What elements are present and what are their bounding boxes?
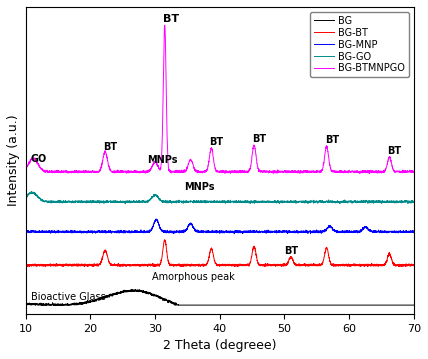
BG-GO [29, 190, 34, 194]
BG-BT [404, 263, 409, 267]
Text: BT: BT [387, 146, 401, 156]
BG-MNP [154, 217, 159, 221]
Text: BT: BT [163, 14, 179, 24]
BG-BTMNPGO [362, 169, 367, 173]
Text: BT: BT [285, 246, 299, 256]
BG-GO [23, 195, 28, 199]
BG [33, 303, 38, 307]
BG-MNP [411, 229, 416, 233]
BG-MNP [308, 232, 313, 236]
BG-GO [362, 199, 367, 204]
BG-GO [404, 199, 409, 204]
Line: BG-BTMNPGO: BG-BTMNPGO [26, 25, 414, 173]
BG-BT [178, 265, 183, 269]
BG [189, 303, 194, 307]
BG-MNP [189, 221, 194, 225]
BG-BTMNPGO [411, 170, 416, 174]
BG-MNP [23, 230, 28, 234]
Legend: BG, BG-BT, BG-MNP, BG-GO, BG-BTMNPGO: BG, BG-BT, BG-MNP, BG-GO, BG-BTMNPGO [310, 12, 409, 77]
BG-GO [90, 199, 95, 203]
BG-MNP [90, 230, 95, 234]
Line: BG: BG [26, 289, 414, 305]
BG-BTMNPGO [162, 23, 167, 27]
BG-BTMNPGO [357, 171, 363, 176]
BG-GO [172, 200, 177, 204]
Text: MNPs: MNPs [184, 182, 214, 192]
BG [133, 287, 138, 292]
BG-MNP [67, 230, 72, 234]
Text: MNPs: MNPs [147, 155, 178, 165]
Text: BT: BT [252, 134, 266, 144]
BG-MNP [362, 224, 367, 229]
BG [23, 301, 28, 306]
BG [172, 302, 177, 306]
BG-BTMNPGO [90, 169, 95, 174]
BG [67, 303, 72, 307]
Text: Amorphous peak: Amorphous peak [152, 272, 235, 282]
Text: GO: GO [31, 154, 47, 164]
BG-BTMNPGO [404, 170, 409, 174]
BG-BT [172, 262, 177, 267]
Y-axis label: Intensity (a.u.): Intensity (a.u.) [7, 115, 20, 206]
BG-MNP [172, 229, 177, 233]
Text: Bioactive Glass: Bioactive Glass [31, 292, 105, 302]
BG-BT [189, 262, 194, 267]
Line: BG-MNP: BG-MNP [26, 219, 414, 234]
Line: BG-GO: BG-GO [26, 192, 414, 204]
BG-GO [411, 200, 416, 204]
BG-BT [67, 264, 72, 268]
BG-BT [411, 264, 416, 268]
BG [411, 303, 416, 307]
Line: BG-BT: BG-BT [26, 240, 414, 267]
BG-GO [123, 202, 128, 206]
X-axis label: 2 Theta (degreee): 2 Theta (degreee) [163, 339, 276, 352]
BG [90, 298, 95, 303]
BG-BT [23, 264, 28, 268]
BG [404, 303, 409, 307]
BG-GO [67, 199, 72, 204]
Text: BT: BT [103, 142, 117, 152]
BG-MNP [404, 230, 409, 234]
BG-BTMNPGO [189, 158, 194, 163]
BG-BT [90, 263, 95, 267]
BG-BTMNPGO [172, 169, 177, 174]
Text: BT: BT [325, 135, 339, 145]
BG [362, 303, 367, 307]
Text: BT: BT [209, 137, 223, 147]
BG-BTMNPGO [67, 170, 72, 174]
BG-BT [162, 238, 167, 242]
BG-GO [189, 199, 194, 203]
BG-BT [362, 263, 367, 267]
BG-BTMNPGO [23, 166, 28, 170]
